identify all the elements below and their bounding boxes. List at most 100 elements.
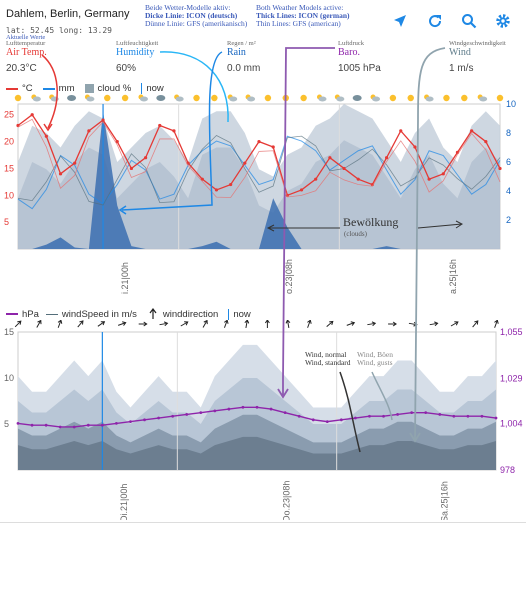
humidity-value: 60% xyxy=(116,63,137,74)
legend-hpa: hPa xyxy=(22,308,39,320)
temperature-point xyxy=(342,166,346,171)
pressure-point xyxy=(269,407,273,411)
pressure-point xyxy=(129,420,132,424)
y-tick-left: 5 xyxy=(4,217,9,227)
temperature-point xyxy=(143,156,148,160)
now-swatch xyxy=(141,83,143,94)
legend-temp: °C xyxy=(22,83,33,94)
metric-humidity[interactable]: Luftfeuchtigkeit Humidity 60% xyxy=(116,40,206,74)
pressure-point xyxy=(354,416,357,420)
x-tick-label: Di.21|00h xyxy=(119,484,129,520)
cloud-icon xyxy=(50,96,59,102)
x-tick-label: Sa.25|16h xyxy=(439,481,449,520)
y-tick-left: 10 xyxy=(4,190,14,200)
temperature-point xyxy=(441,172,445,176)
top-legend: °C mm cloud % now xyxy=(6,83,164,94)
y-tick-left: 15 xyxy=(4,163,14,173)
sun-icon xyxy=(14,94,22,102)
wind-arrow-shaft xyxy=(180,321,188,327)
y-tick-left: 20 xyxy=(4,137,14,147)
metric-temp[interactable]: Lufttemperatur Air Temp. 20.3°C xyxy=(6,40,96,74)
temperature-point xyxy=(44,134,48,138)
cloud-icon xyxy=(372,96,381,102)
y-tick-left: 5 xyxy=(4,419,9,429)
wind-direction-arrow xyxy=(264,320,270,328)
pressure-point xyxy=(494,416,498,420)
metric-baro[interactable]: Luftdruck Baro. 1005 hPa xyxy=(338,40,428,74)
now-swatch-bottom xyxy=(228,308,230,320)
wind-arrow-head xyxy=(37,320,42,325)
pressure-point xyxy=(480,414,484,418)
y-tick-right: 978 xyxy=(500,465,515,475)
temperature-point xyxy=(58,172,63,176)
wind-pressure-chart[interactable]: 5 10 15 1,055 1,029 1,004 978 Di.21|00h Do.23|08… xyxy=(0,320,526,520)
metric-rain[interactable]: Regen / m² Rain 0.0 mm xyxy=(227,40,317,74)
sun-icon xyxy=(211,94,218,102)
temperature-chart[interactable]: 5 10 15 20 25 2 4 6 8 10 i.21|00h o.23|08h a.25|16h xyxy=(0,94,526,300)
temp-small-label: Lufttemperatur xyxy=(6,40,46,47)
legend-cloud: cloud % xyxy=(97,83,132,94)
pressure-point xyxy=(115,422,118,425)
wind-arrow-head xyxy=(184,321,189,326)
pressure-point xyxy=(424,411,428,415)
temperature-point xyxy=(328,156,332,160)
wind-arrow-head xyxy=(392,321,397,327)
x-tick-label: o.23|08h xyxy=(284,259,294,294)
sun-icon xyxy=(264,94,272,102)
wind-arrow-shaft xyxy=(346,322,355,326)
temp-value: 20.3°C xyxy=(6,63,37,74)
humidity-title: Humidity xyxy=(116,47,155,58)
y-tick-right: 4 xyxy=(506,186,511,196)
y-tick-right: 10 xyxy=(506,99,516,109)
wind-title: Wind xyxy=(449,47,471,58)
cloud-icon xyxy=(139,96,148,102)
pressure-point xyxy=(452,414,456,418)
pressure-point xyxy=(283,411,287,415)
wind-direction-arrow xyxy=(159,321,169,327)
y-tick-right: 2 xyxy=(506,215,511,225)
humidity-small-label: Luftfeuchtigkeit xyxy=(116,40,159,47)
pressure-point xyxy=(100,423,104,427)
rain-cloud-icon xyxy=(156,95,166,101)
metric-wind[interactable]: Windgeschwindigkeit Wind 1 m/s xyxy=(449,40,525,74)
wind-direction-arrow xyxy=(285,320,291,329)
pressure-point xyxy=(255,405,259,409)
wind-direction-arrow xyxy=(450,321,459,327)
wind-arrow-shaft xyxy=(57,320,62,328)
sun-icon xyxy=(193,94,200,102)
rain-swatch xyxy=(42,87,55,90)
refresh-icon[interactable] xyxy=(424,10,446,32)
legend-now: now xyxy=(146,83,164,94)
wind-direction-arrow xyxy=(202,320,208,328)
cloud-icon xyxy=(318,96,327,102)
wind-direction-arrow xyxy=(429,321,439,327)
x-tick-label: Do.23|08h xyxy=(282,481,292,520)
wind-arrow-head xyxy=(122,321,127,326)
search-icon[interactable] xyxy=(458,10,480,32)
pressure-point xyxy=(382,414,385,418)
pressure-point xyxy=(199,411,203,415)
y-tick-left: 25 xyxy=(4,110,14,120)
sun-icon xyxy=(496,94,504,102)
pressure-point xyxy=(325,420,329,424)
wind-arrow-head xyxy=(163,321,169,327)
wind-direction-arrow xyxy=(367,321,377,327)
sun-icon xyxy=(104,94,111,102)
wind-direction-arrow xyxy=(14,320,22,328)
wind-small-label: Windgeschwindigkeit xyxy=(449,40,506,47)
temperature-point xyxy=(427,177,431,181)
sun-icon xyxy=(300,94,307,102)
wind-arrow-shaft xyxy=(14,320,22,328)
y-tick-right: 1,055 xyxy=(500,327,523,337)
wind-direction-arrow xyxy=(117,321,127,326)
pressure-point xyxy=(58,425,62,429)
wind-arrow-head xyxy=(454,321,459,326)
temperature-point xyxy=(129,166,134,171)
cloud-icon xyxy=(32,96,41,102)
gear-icon[interactable] xyxy=(492,10,514,32)
rain-small-label: Regen / m² xyxy=(227,40,256,47)
wind-arrow-head xyxy=(17,320,22,325)
pressure-point xyxy=(438,413,442,416)
wind-arrow-shaft xyxy=(97,321,105,327)
location-arrow-icon[interactable] xyxy=(389,10,411,32)
